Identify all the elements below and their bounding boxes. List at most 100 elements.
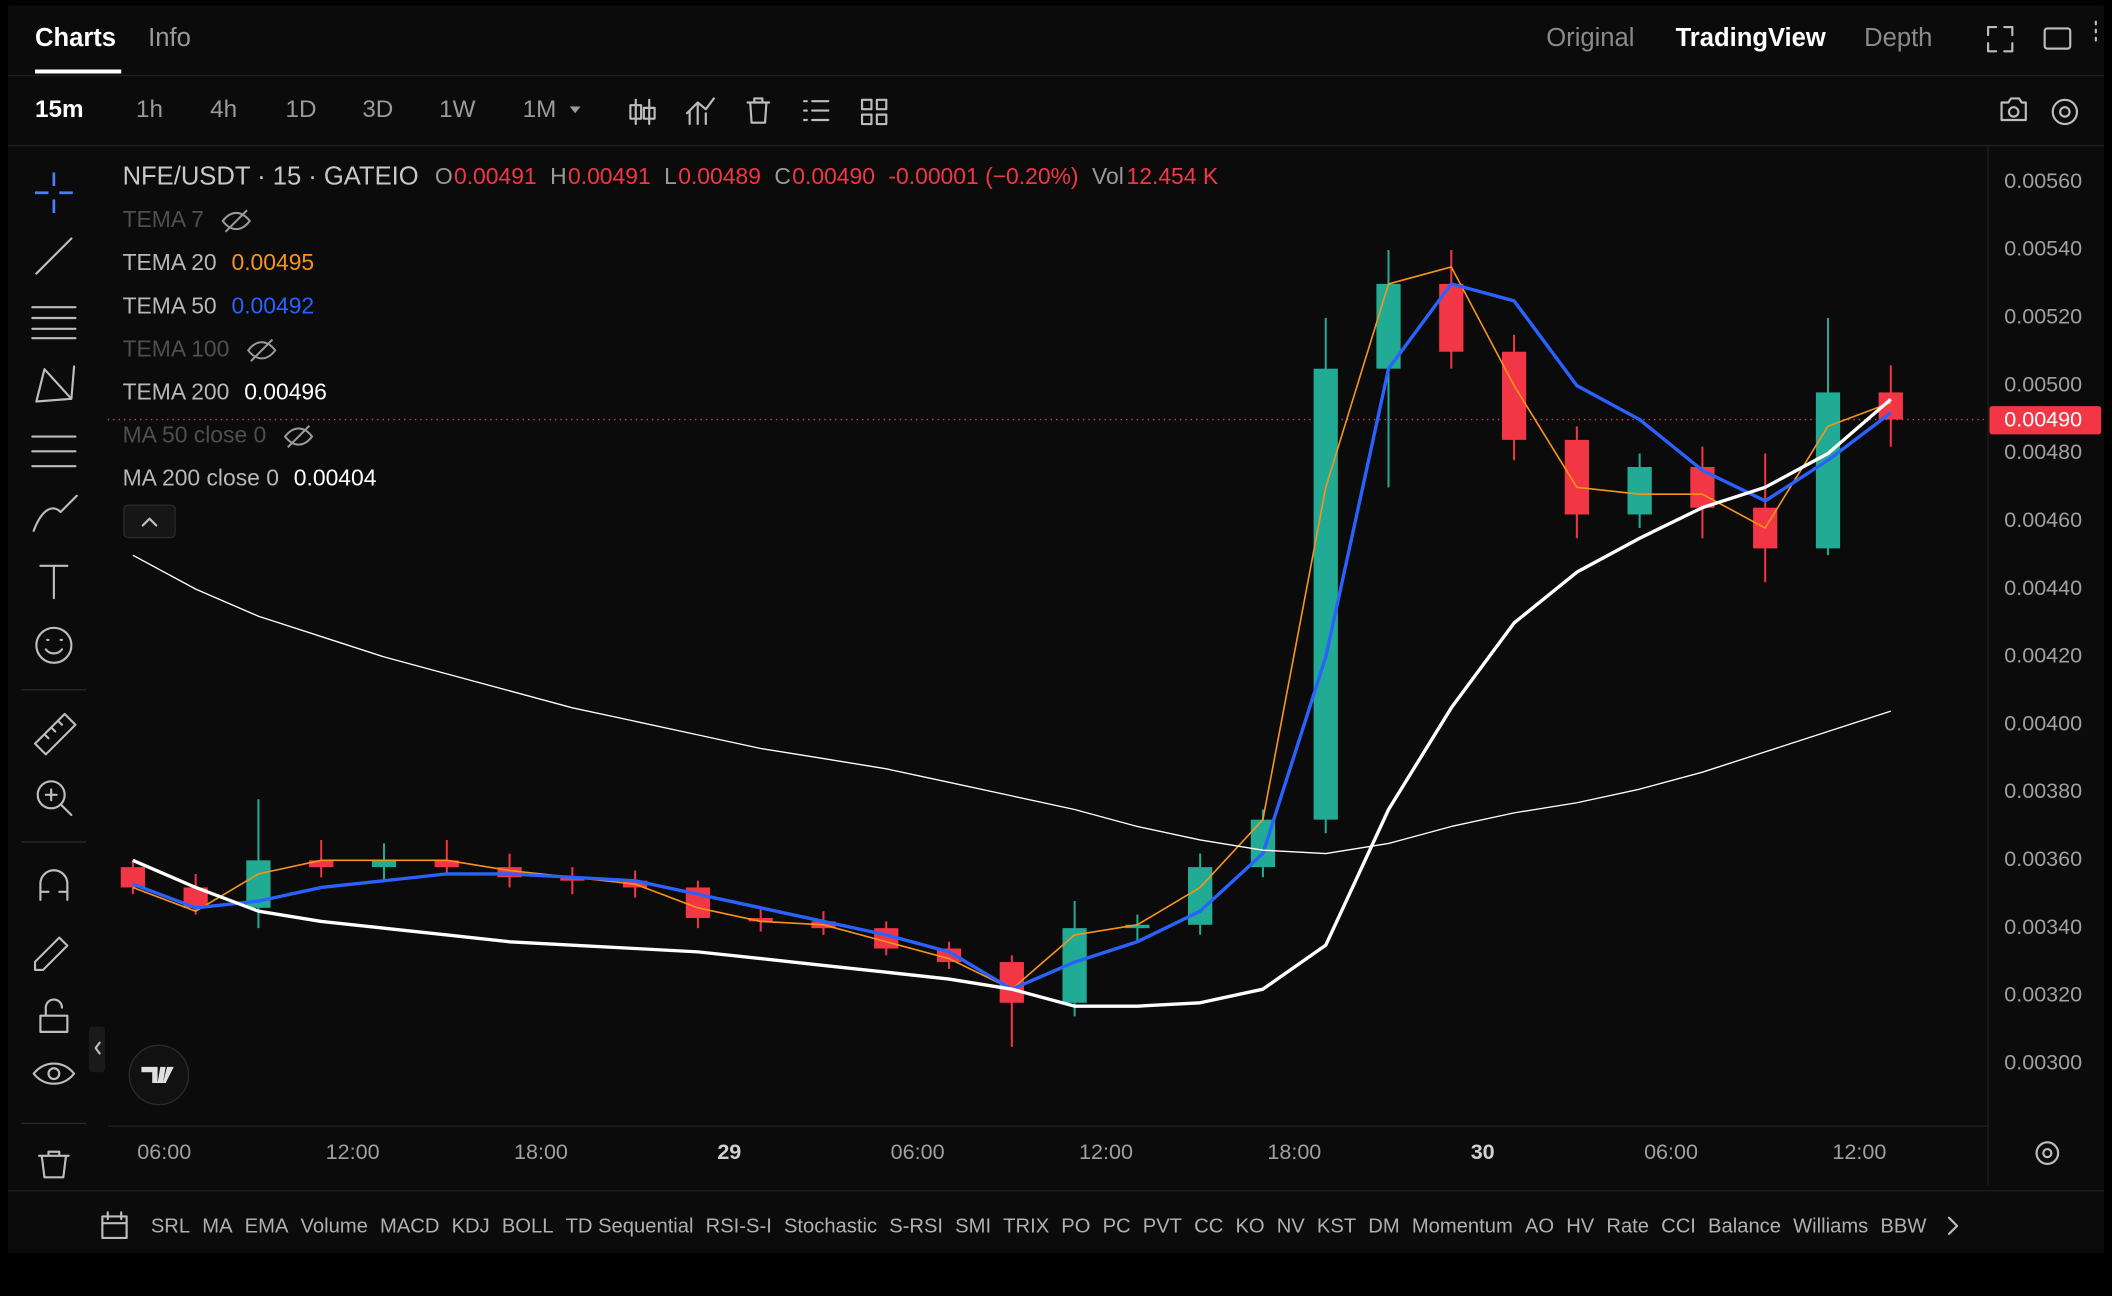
delete-icon[interactable] xyxy=(746,97,771,124)
magnet-tool[interactable] xyxy=(39,869,69,901)
indicator-button[interactable]: SRL xyxy=(151,1216,190,1238)
indicator-name[interactable]: TEMA 7 xyxy=(123,206,204,232)
x-tick-label: 06:00 xyxy=(137,1139,191,1164)
indicator-button[interactable]: KO xyxy=(1235,1216,1264,1238)
x-tick-label: 18:00 xyxy=(1267,1139,1321,1164)
view-tab[interactable]: Original xyxy=(1546,24,1634,52)
fullscreen-icon[interactable] xyxy=(1987,25,2014,53)
view-tab[interactable]: TradingView xyxy=(1676,24,1826,52)
indicator-button[interactable]: Momentum xyxy=(1412,1216,1513,1238)
legend-key: C xyxy=(774,163,791,189)
text-tool[interactable] xyxy=(39,564,69,600)
indicator-button[interactable]: Volume xyxy=(301,1216,368,1238)
indicator-button[interactable]: PO xyxy=(1061,1216,1090,1238)
interval[interactable]: 3D xyxy=(362,96,393,123)
indicator-button[interactable]: TD Sequential xyxy=(566,1216,694,1238)
y-tick-label: 0.00540 xyxy=(2004,236,2082,261)
legend-collapse[interactable] xyxy=(123,504,176,539)
parallel-tool[interactable] xyxy=(31,306,77,340)
interval[interactable]: 4h xyxy=(210,96,237,123)
indicator-button[interactable]: AO xyxy=(1525,1216,1554,1238)
indicator-button[interactable]: BBW xyxy=(1880,1216,1926,1238)
axis-settings[interactable] xyxy=(2035,1141,2060,1165)
indicator-button[interactable]: CCI xyxy=(1661,1216,1696,1238)
lock-draw-tool[interactable] xyxy=(33,936,69,971)
indicator-button[interactable]: MA xyxy=(202,1216,233,1238)
window-icon[interactable] xyxy=(2043,27,2072,50)
layout-icon[interactable] xyxy=(860,98,888,126)
indicator-button[interactable]: PVT xyxy=(1143,1216,1182,1238)
x-tick-label: 12:00 xyxy=(1832,1139,1886,1164)
y-tick-label: 0.00380 xyxy=(2004,778,2082,803)
indicator-button[interactable]: KST xyxy=(1317,1216,1356,1238)
indicator-button[interactable]: KDJ xyxy=(452,1216,490,1238)
lock-tool[interactable] xyxy=(39,998,69,1033)
x-tick-label: 12:00 xyxy=(326,1139,380,1164)
line-tool[interactable] xyxy=(35,237,73,275)
indicator-value: 0.00404 xyxy=(294,465,377,491)
interval[interactable]: 1M xyxy=(523,96,557,123)
hidden-icon xyxy=(246,338,277,362)
indicator-name[interactable]: TEMA 100 xyxy=(123,335,230,361)
indicator-button[interactable]: S-RSI xyxy=(889,1216,943,1238)
view-tab[interactable]: Depth xyxy=(1864,24,1932,52)
candle-body xyxy=(1125,924,1150,929)
candle-body xyxy=(1815,392,1841,549)
legend-symbol: NFE/USDT · 15 · GATEIO xyxy=(123,163,419,191)
indicator-name[interactable]: TEMA 20 xyxy=(123,249,217,275)
indicator-value: 0.00496 xyxy=(244,378,327,404)
indicator-name[interactable]: TEMA 50 xyxy=(123,292,217,318)
indicator-button[interactable]: CC xyxy=(1194,1216,1223,1238)
y-tick-label: 0.00520 xyxy=(2004,304,2082,329)
calendar-icon[interactable] xyxy=(101,1211,128,1240)
indicator-button[interactable]: RSI-S-I xyxy=(706,1216,772,1238)
indicator-button[interactable]: EMA xyxy=(245,1216,289,1238)
indicator-button[interactable]: Stochastic xyxy=(784,1216,877,1238)
legend-value: 0.00489 xyxy=(678,163,761,189)
candle-body xyxy=(120,867,145,888)
indicator-line xyxy=(132,397,1892,1008)
candle-type-icon[interactable] xyxy=(629,98,656,126)
axis-settings xyxy=(2042,1147,2053,1159)
indicator-button[interactable]: Balance xyxy=(1708,1216,1781,1238)
indicator-name[interactable]: MA 50 close 0 xyxy=(123,422,267,448)
indicator-button[interactable]: HV xyxy=(1566,1216,1595,1238)
indicator-button[interactable]: Williams xyxy=(1793,1216,1868,1238)
indicator-button[interactable]: BOLL xyxy=(502,1216,554,1238)
indicator-button[interactable]: MACD xyxy=(380,1216,439,1238)
tab[interactable]: Info xyxy=(148,24,191,52)
indicator-button[interactable]: Rate xyxy=(1606,1216,1649,1238)
indicator-button[interactable]: TRIX xyxy=(1003,1216,1050,1238)
interval[interactable]: 1W xyxy=(439,96,475,123)
remove-tool[interactable] xyxy=(37,1150,70,1179)
scroll-right[interactable] xyxy=(1947,1216,1959,1235)
visibility-tool[interactable] xyxy=(32,1062,76,1085)
indicator-button[interactable]: NV xyxy=(1277,1216,1306,1238)
settings-icon[interactable] xyxy=(2051,98,2079,126)
indicator-button[interactable]: PC xyxy=(1103,1216,1131,1238)
list-icon[interactable] xyxy=(803,100,830,122)
interval[interactable]: 1D xyxy=(286,96,317,123)
legend-key: L xyxy=(664,163,677,189)
crosshair-tool[interactable] xyxy=(35,172,73,213)
pattern-tool[interactable] xyxy=(35,365,76,403)
interval[interactable]: 15m xyxy=(35,96,84,123)
candle-body xyxy=(434,860,459,868)
zoom-tool[interactable] xyxy=(36,780,66,810)
emoji-tool[interactable] xyxy=(35,626,73,664)
indicator-button[interactable]: DM xyxy=(1368,1216,1399,1238)
indicator-button[interactable]: SMI xyxy=(955,1216,991,1238)
indicator-line xyxy=(132,554,1892,855)
ruler-tool[interactable] xyxy=(33,712,77,756)
indicators-icon[interactable] xyxy=(685,97,715,126)
tab[interactable]: Charts xyxy=(35,24,116,52)
x-tick-label: 06:00 xyxy=(1644,1139,1698,1164)
camera-icon[interactable] xyxy=(2000,97,2027,122)
candle-body xyxy=(1313,368,1338,820)
fib-tool[interactable] xyxy=(31,435,77,468)
indicator-name[interactable]: TEMA 200 xyxy=(123,378,230,404)
brush-tool[interactable] xyxy=(32,494,78,532)
indicator-name[interactable]: MA 200 close 0 xyxy=(123,465,279,491)
interval[interactable]: 1h xyxy=(136,96,163,123)
